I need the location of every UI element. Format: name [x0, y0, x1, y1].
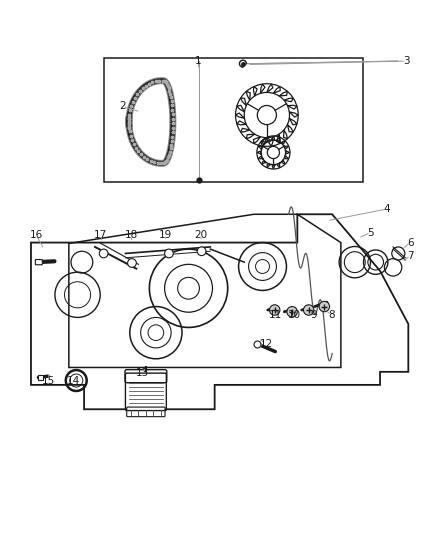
- Polygon shape: [283, 146, 289, 149]
- Text: 15: 15: [42, 376, 55, 385]
- Polygon shape: [257, 151, 261, 155]
- Polygon shape: [236, 113, 244, 118]
- Text: 2: 2: [119, 101, 126, 111]
- Circle shape: [165, 249, 173, 258]
- Circle shape: [197, 247, 206, 256]
- Polygon shape: [276, 137, 280, 141]
- Bar: [104, 58, 363, 182]
- Text: 12: 12: [259, 339, 272, 349]
- Text: 20: 20: [194, 230, 207, 240]
- Text: 7: 7: [407, 251, 414, 261]
- Polygon shape: [261, 138, 267, 146]
- Circle shape: [319, 301, 329, 312]
- Text: 19: 19: [159, 230, 173, 240]
- Polygon shape: [277, 163, 280, 168]
- Text: 1: 1: [195, 56, 202, 66]
- Polygon shape: [283, 130, 287, 139]
- Text: 9: 9: [311, 310, 317, 320]
- Polygon shape: [279, 91, 287, 96]
- Polygon shape: [237, 106, 244, 112]
- Text: 16: 16: [30, 230, 43, 240]
- Polygon shape: [272, 164, 276, 169]
- Polygon shape: [258, 156, 263, 159]
- Polygon shape: [285, 155, 289, 159]
- Text: 8: 8: [328, 310, 335, 320]
- Polygon shape: [282, 159, 285, 164]
- Polygon shape: [267, 137, 270, 142]
- Polygon shape: [254, 137, 261, 143]
- Text: 14: 14: [67, 376, 80, 385]
- Polygon shape: [285, 150, 290, 154]
- Circle shape: [269, 305, 280, 315]
- Text: 13: 13: [135, 368, 148, 378]
- Text: 10: 10: [288, 310, 301, 320]
- Polygon shape: [277, 134, 280, 143]
- Polygon shape: [273, 86, 280, 93]
- Text: 11: 11: [269, 310, 282, 320]
- Circle shape: [304, 305, 314, 315]
- Text: 17: 17: [94, 230, 107, 240]
- Polygon shape: [280, 141, 285, 144]
- Polygon shape: [246, 91, 250, 100]
- FancyBboxPatch shape: [38, 375, 43, 379]
- Text: 18: 18: [124, 230, 138, 240]
- Text: 3: 3: [403, 56, 410, 66]
- FancyBboxPatch shape: [35, 260, 42, 265]
- Polygon shape: [287, 106, 297, 109]
- Polygon shape: [284, 98, 293, 102]
- Polygon shape: [267, 84, 273, 92]
- FancyBboxPatch shape: [127, 407, 165, 417]
- Polygon shape: [240, 128, 250, 132]
- Text: 6: 6: [407, 238, 414, 247]
- Circle shape: [99, 249, 108, 258]
- Text: 5: 5: [367, 228, 374, 238]
- Polygon shape: [287, 124, 293, 132]
- Polygon shape: [289, 118, 297, 125]
- Polygon shape: [267, 164, 271, 168]
- Polygon shape: [237, 121, 246, 125]
- Polygon shape: [262, 141, 265, 146]
- Polygon shape: [240, 98, 246, 106]
- Polygon shape: [258, 146, 262, 150]
- Polygon shape: [262, 161, 267, 164]
- Polygon shape: [246, 134, 254, 139]
- Polygon shape: [254, 86, 257, 96]
- Polygon shape: [269, 137, 273, 146]
- Polygon shape: [271, 136, 275, 141]
- Polygon shape: [289, 112, 298, 117]
- Polygon shape: [261, 84, 265, 93]
- Circle shape: [287, 306, 297, 317]
- FancyBboxPatch shape: [125, 370, 167, 383]
- Circle shape: [127, 259, 136, 268]
- Text: 4: 4: [383, 204, 390, 214]
